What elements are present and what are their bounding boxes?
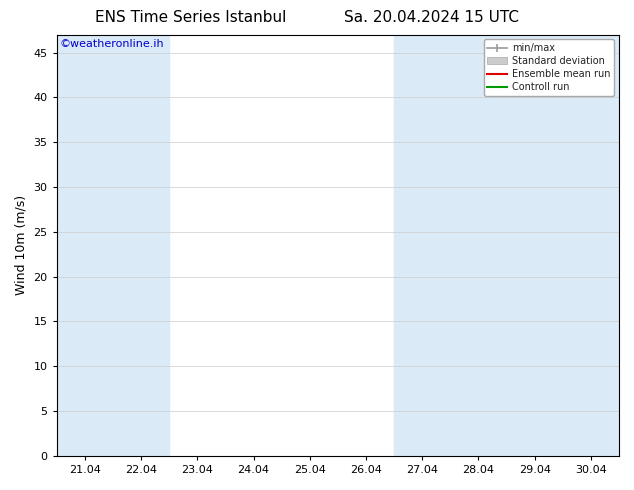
Legend: min/max, Standard deviation, Ensemble mean run, Controll run: min/max, Standard deviation, Ensemble me…: [484, 40, 614, 96]
Y-axis label: Wind 10m (m/s): Wind 10m (m/s): [15, 195, 28, 295]
Text: ©weatheronline.ih: ©weatheronline.ih: [60, 39, 164, 49]
Text: ENS Time Series Istanbul: ENS Time Series Istanbul: [94, 10, 286, 25]
Bar: [507, 35, 563, 456]
Bar: [113, 35, 169, 456]
Text: Sa. 20.04.2024 15 UTC: Sa. 20.04.2024 15 UTC: [344, 10, 519, 25]
Bar: [394, 35, 450, 456]
Bar: [563, 35, 619, 456]
Bar: [56, 35, 113, 456]
Bar: [450, 35, 507, 456]
